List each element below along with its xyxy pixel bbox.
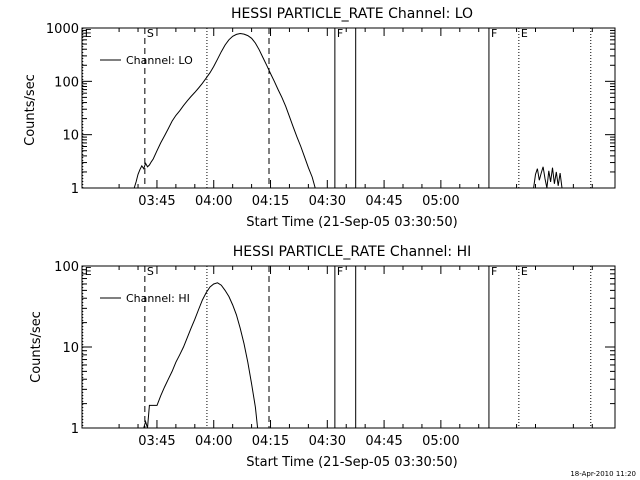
y-tick-label: 1 xyxy=(71,422,79,437)
event-marker-label: S xyxy=(147,27,154,40)
x-tick-label: 03:45 xyxy=(138,434,175,449)
panel-lo: HESSI PARTICLE_RATE Channel: LO Counts/s… xyxy=(23,6,616,230)
legend-label: Channel: HI xyxy=(126,292,190,305)
y-tick-label: 10 xyxy=(62,129,79,144)
y-tick-label: 1 xyxy=(71,182,79,197)
x-tick-label: 04:45 xyxy=(365,434,402,449)
y-tick-label: 10 xyxy=(62,341,79,356)
event-marker-label: E xyxy=(521,265,528,278)
chart-title: HESSI PARTICLE_RATE Channel: HI xyxy=(233,244,471,260)
y-tick-label: 1000 xyxy=(46,22,79,37)
legend: Channel: HI xyxy=(100,292,190,305)
x-tick-label: 04:45 xyxy=(365,194,402,209)
event-marker-label: F xyxy=(337,27,343,40)
legend: Channel: LO xyxy=(100,54,193,67)
legend-label: Channel: LO xyxy=(126,54,193,67)
event-marker-label: F xyxy=(337,265,343,278)
series-line xyxy=(143,282,259,429)
event-marker-label: S xyxy=(147,265,154,278)
plot-frame xyxy=(81,27,616,189)
x-tick-label: 03:45 xyxy=(138,194,175,209)
event-marker-label: F xyxy=(491,265,497,278)
event-marker-label: E xyxy=(85,265,92,278)
footer-timestamp: 18-Apr-2010 11:20 xyxy=(570,470,636,478)
x-axis-label: Start Time (21-Sep-05 03:30:50) xyxy=(246,215,457,230)
series-line xyxy=(533,166,563,189)
x-tick-label: 04:00 xyxy=(195,434,232,449)
y-tick-label: 100 xyxy=(54,260,79,275)
x-tick-label: 04:30 xyxy=(309,194,346,209)
series-line xyxy=(133,32,316,189)
x-tick-label: 04:15 xyxy=(252,434,289,449)
plot-frame xyxy=(81,265,616,429)
event-marker-label: E xyxy=(85,27,92,40)
panel-hi: HESSI PARTICLE_RATE Channel: HI Counts/s… xyxy=(29,244,616,470)
x-tick-label: 04:00 xyxy=(195,194,232,209)
x-tick-label: 04:15 xyxy=(252,194,289,209)
event-marker-label: F xyxy=(491,27,497,40)
y-axis-label: Counts/sec xyxy=(29,311,44,383)
x-axis-label: Start Time (21-Sep-05 03:30:50) xyxy=(246,455,457,470)
x-tick-label: 04:30 xyxy=(309,434,346,449)
chart-title: HESSI PARTICLE_RATE Channel: LO xyxy=(231,6,473,22)
y-tick-label: 100 xyxy=(54,75,79,90)
event-marker-label: E xyxy=(521,27,528,40)
x-tick-label: 05:00 xyxy=(422,194,459,209)
y-axis-label: Counts/sec xyxy=(23,74,38,146)
x-tick-label: 05:00 xyxy=(422,434,459,449)
